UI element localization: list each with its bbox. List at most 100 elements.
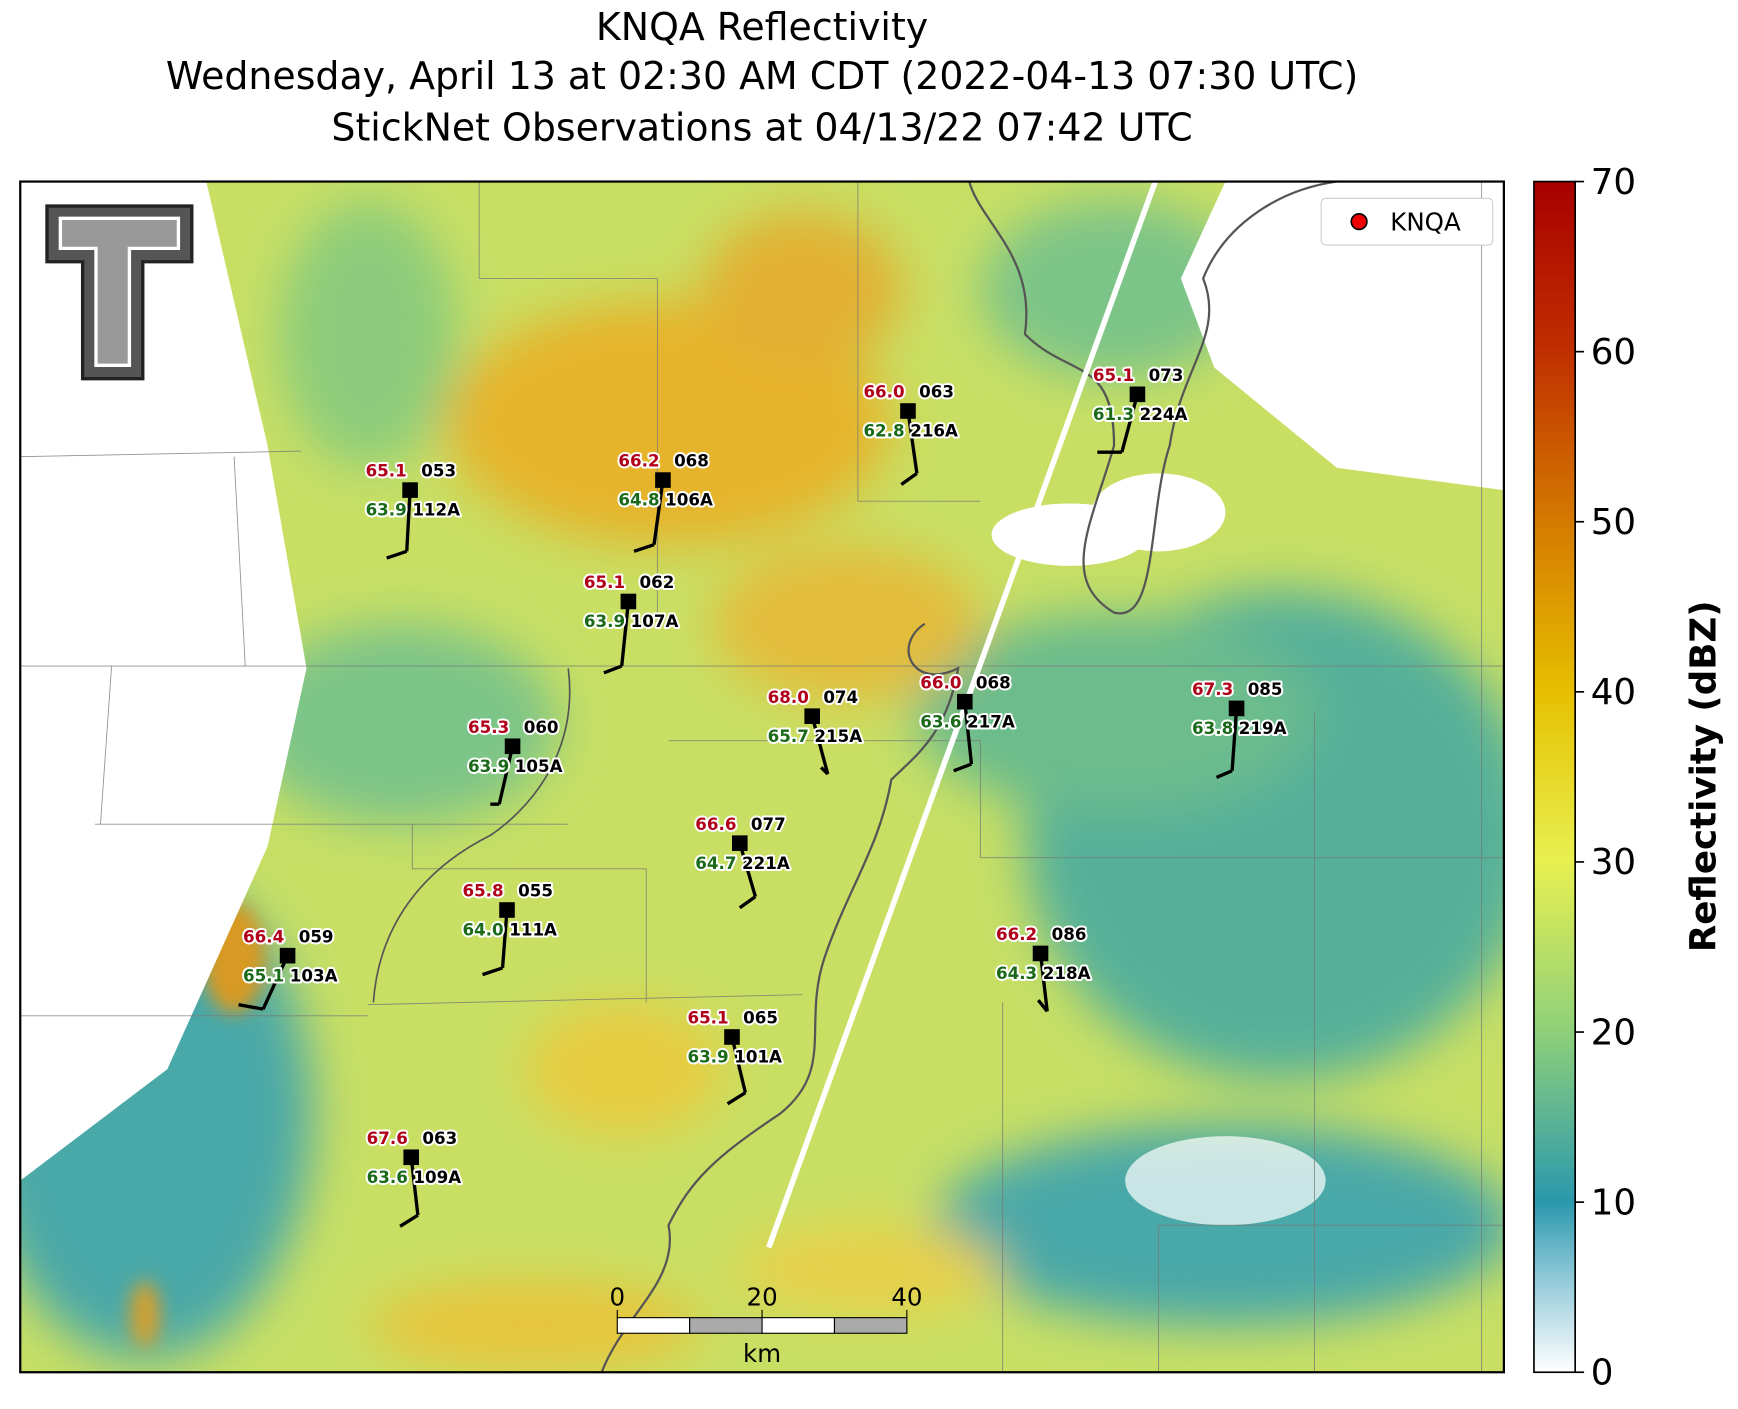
station-id: 217A [967,711,1015,731]
station: 65.1 073 61.3 224A [1091,363,1189,454]
wind-barb [386,549,408,560]
temperature: 66.4 [243,926,284,946]
station-id: 216A [910,421,958,441]
station-id: 215A [814,726,862,746]
station: 65.3 060 63.9 105A [466,715,565,806]
scale-tick-label: 0 [609,1282,625,1311]
dewpoint: 63.9 [468,756,509,776]
station-marker [499,902,515,918]
radar-artifact [766,181,1158,1249]
station: 66.6 077 64.7 221A [693,812,792,910]
station-code: 085 [1248,679,1283,699]
river [968,181,1337,615]
wind-barb [1215,769,1233,779]
temperature: 66.2 [618,451,659,471]
temperature: 67.6 [367,1128,408,1148]
station-marker [403,1149,420,1166]
scale-segment [761,1317,836,1334]
station-marker [655,472,671,488]
station-code: 068 [976,672,1011,692]
colorbar-tick-label: 70 [1591,162,1636,203]
dewpoint: 63.9 [687,1047,728,1067]
wind-staff [497,745,515,805]
legend: KNQA [1320,197,1494,246]
dewpoint: 64.3 [996,963,1037,983]
wind-staff [1038,953,1049,1012]
scale-segment [833,1317,908,1334]
station-marker [504,738,521,755]
wind-staff [1120,393,1140,453]
no-echo-patch [1125,1136,1326,1226]
station-marker [279,947,296,964]
river [600,622,960,1373]
station-code: 053 [421,461,456,481]
temperature: 65.3 [468,717,509,737]
university-logo [45,204,194,381]
dewpoint: 65.7 [768,726,809,746]
wind-barb [953,762,973,773]
station: 66.0 063 62.8 216A [862,380,960,486]
dewpoint: 64.7 [695,853,736,873]
temperature: 65.1 [584,572,625,592]
wind-barb [399,1213,419,1228]
wind-staff [738,842,757,898]
colorbar-tick-label: 20 [1591,1012,1636,1053]
temperature: 65.1 [1093,365,1134,385]
station-code: 062 [640,572,675,592]
dewpoint: 63.8 [1192,718,1233,738]
station-marker [1032,945,1049,962]
colorbar-label: Reflectivity (dBZ) [1684,601,1725,953]
station-code: 055 [518,881,553,901]
county-lines [20,181,1504,1373]
wind-staff [1230,708,1239,771]
colorbar-tick-label: 50 [1591,502,1636,543]
temperature: 65.1 [366,461,407,481]
station-id: 101A [734,1047,782,1067]
map-frame [19,180,1505,1374]
dewpoint: 63.6 [367,1167,408,1187]
station-code: 086 [1052,924,1087,944]
radar-echoes [20,200,1504,1371]
colorbar-tick-label: 30 [1591,842,1636,883]
wind-staff [620,601,631,667]
station-code: 059 [299,926,334,946]
scale-segment [616,1317,691,1334]
station: 65.8 055 64.0 111A [461,879,559,977]
station-id: 218A [1043,963,1091,983]
station-marker [402,482,418,498]
station-code: 074 [823,687,858,707]
station: 65.1 053 63.9 112A [364,459,462,560]
no-echo-west [20,181,307,1181]
station-code: 060 [524,717,559,737]
no-echo-patch [1091,473,1226,552]
wind-barb [819,766,829,776]
station-id: 103A [290,965,338,985]
station-marker [804,708,820,724]
scale-unit: km [743,1339,781,1368]
legend-marker [1350,213,1368,231]
station-code: 063 [422,1128,457,1148]
legend-box [1320,197,1494,246]
station-id: 105A [515,756,563,776]
temperature: 65.8 [462,881,503,901]
station-id: 219A [1239,718,1287,738]
dewpoint: 64.8 [618,490,659,510]
river [372,668,571,1003]
station: 68.0 074 65.7 215A [766,685,864,776]
station: 66.2 086 64.3 218A [994,922,1093,1013]
station-id: 112A [412,500,460,520]
station-marker [1129,386,1146,403]
station-marker [724,1029,740,1045]
wind-barb [481,966,504,977]
scale-segment [689,1317,763,1334]
dewpoint: 61.3 [1093,404,1134,424]
wind-staff [652,479,665,545]
station-marker [620,593,637,610]
station-marker [1228,700,1245,717]
wind-barb [603,664,623,675]
station-id: 107A [631,611,679,631]
wind-staff [963,701,974,765]
